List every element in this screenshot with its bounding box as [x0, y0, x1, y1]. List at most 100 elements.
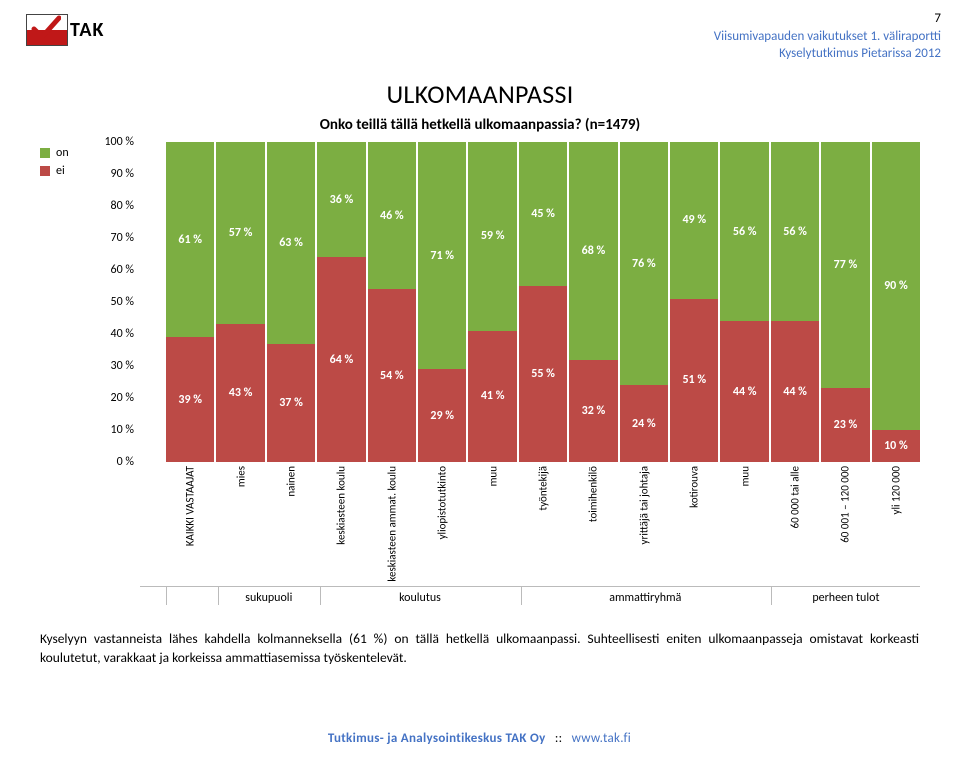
page-header: 7 Viisumivapauden vaikutukset 1. välirap… [714, 10, 941, 63]
bar-segment-ei: 55 % [519, 286, 567, 462]
bar-segment-ei: 44 % [720, 321, 768, 462]
bar-value-label: 36 % [330, 193, 354, 207]
footer: Tutkimus- ja Analysointikeskus TAK Oy ::… [0, 731, 959, 746]
body-paragraph: Kyselyyn vastanneista lähes kahdella kol… [40, 630, 919, 668]
x-label-text: mies [234, 466, 247, 487]
bar-segment-ei: 29 % [418, 369, 466, 462]
x-label: keskiasteen ammat. koulu [368, 466, 416, 586]
bar-segment-on: 56 % [771, 142, 819, 321]
x-label-text: kotirouva [688, 466, 701, 508]
bar-segment-ei: 41 % [468, 331, 516, 462]
bar-segment-ei: 51 % [670, 299, 718, 462]
y-tick: 100 % [104, 135, 134, 149]
legend-item-ei: ei [40, 164, 92, 178]
x-label-text: KAIKKI VASTAAJAT [184, 466, 197, 546]
bar-segment-on: 57 % [216, 142, 264, 324]
x-label: muu [720, 466, 768, 586]
bar: 36 % 64 % [317, 142, 365, 462]
group-axis: sukupuolikoulutusammattiryhmäperheen tul… [140, 586, 920, 605]
y-tick: 60 % [111, 263, 134, 277]
bar: 63 %37 % [267, 142, 315, 462]
bar-value-label: 43 % [229, 386, 253, 400]
y-tick: 0 % [117, 455, 134, 469]
group-label: sukupuoli [218, 587, 318, 605]
group-label: perheen tulot [771, 587, 920, 605]
group-label [166, 587, 216, 605]
x-axis: KAIKKI VASTAAJATmiesnainenkeskiasteen ko… [140, 466, 920, 586]
bar-segment-ei: 39 % [166, 337, 214, 462]
bar-value-label: 54 % [380, 369, 404, 383]
bar-value-label: 23 % [834, 418, 858, 432]
bar-value-label: 56 % [783, 225, 807, 239]
bar-segment-ei: 43 % [216, 324, 264, 462]
bar-segment-on: 49 % [670, 142, 718, 299]
x-label: 60 001 – 120 000 [821, 466, 869, 586]
bar: 68 % 32 % [569, 142, 617, 462]
bar-value-label: 55 % [531, 367, 555, 381]
bar-value-label: 57 % [229, 226, 253, 240]
x-label: mies [216, 466, 264, 586]
group-label: koulutus [320, 587, 519, 605]
bar: 46 % 54 % [368, 142, 416, 462]
bar: 77 % 23 % [821, 142, 869, 462]
x-label-text: yrittäjä tai johtaja [637, 466, 650, 545]
x-label-text: yli 120 000 [889, 466, 902, 514]
x-label-text: toimihenkilö [587, 466, 600, 522]
bar-segment-ei: 64 % [317, 257, 365, 462]
bar-segment-ei: 32 % [569, 360, 617, 462]
y-tick: 50 % [111, 295, 134, 309]
bar-segment-on: 56 % [720, 142, 768, 321]
x-label-text: muu [486, 466, 499, 486]
y-tick: 30 % [111, 359, 134, 373]
bar-value-label: 77 % [834, 258, 858, 272]
x-label: nainen [267, 466, 315, 586]
y-tick: 20 % [111, 391, 134, 405]
chart-legend: on ei [40, 142, 92, 605]
x-label: yrittäjä tai johtaja [620, 466, 668, 586]
page-number: 7 [714, 10, 941, 28]
bar-segment-on: 36 % [317, 142, 365, 257]
bar-segment-on: 76 % [620, 142, 668, 385]
logo: TAK [26, 14, 104, 46]
x-label: yliopistotutkinto [418, 466, 466, 586]
bar-segment-on: 77 % [821, 142, 869, 388]
bar-value-label: 49 % [682, 213, 706, 227]
x-label: muu [468, 466, 516, 586]
bar-value-label: 51 % [682, 373, 706, 387]
bar-value-label: 76 % [632, 257, 656, 271]
logo-mark [26, 14, 68, 46]
bar-value-label: 37 % [279, 396, 303, 410]
x-label: toimihenkilö [569, 466, 617, 586]
bar-value-label: 61 % [178, 233, 202, 247]
x-label-text: työntekijä [537, 466, 550, 510]
bar: 71 %29 % [418, 142, 466, 462]
bar-value-label: 41 % [481, 389, 505, 403]
chart-title: ULKOMAANPASSI [40, 78, 920, 110]
bar-segment-on: 61 % [166, 142, 214, 337]
bar: 61 % 39 % [166, 142, 214, 462]
bar-value-label: 44 % [733, 385, 757, 399]
bars-area: 61 % 39 % 57 % 43 % 63 %37 % 36 % 64 % 46 % 54 %… [140, 142, 920, 462]
bar-value-label: 56 % [733, 225, 757, 239]
y-tick: 10 % [111, 423, 134, 437]
bar-value-label: 64 % [330, 353, 354, 367]
x-label-text: yliopistotutkinto [436, 466, 449, 539]
bar-segment-ei: 37 % [267, 344, 315, 462]
bar-value-label: 24 % [632, 417, 656, 431]
bar-value-label: 29 % [430, 409, 454, 423]
legend-label-on: on [56, 146, 69, 160]
y-tick: 90 % [111, 167, 134, 181]
x-label-text: keskiasteen ammat. koulu [385, 466, 398, 582]
bar-value-label: 46 % [380, 209, 404, 223]
bar: 45 %55 % [519, 142, 567, 462]
y-tick: 40 % [111, 327, 134, 341]
bar-value-label: 68 % [582, 244, 606, 258]
y-tick: 80 % [111, 199, 134, 213]
bar-segment-on: 59 % [468, 142, 516, 331]
bar: 56 % 44 % [720, 142, 768, 462]
bar: 59 % 41 % [468, 142, 516, 462]
footer-sep: :: [555, 731, 563, 746]
bar-value-label: 90 % [884, 279, 908, 293]
y-axis: 0 %10 %20 %30 %40 %50 %60 %70 %80 %90 %1… [92, 142, 140, 462]
logo-text: TAK [70, 18, 104, 42]
